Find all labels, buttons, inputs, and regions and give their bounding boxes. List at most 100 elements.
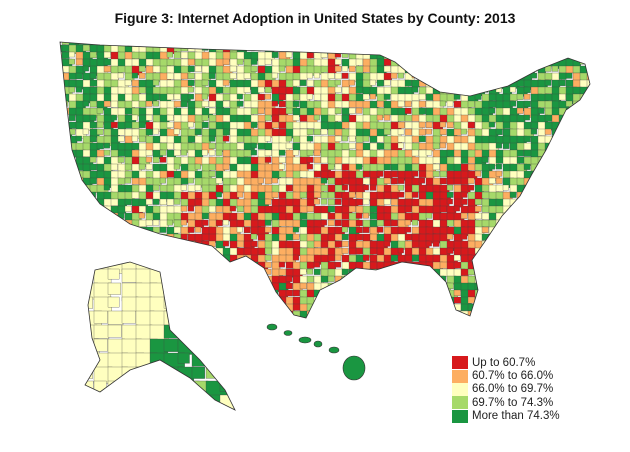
county-cell [103,72,113,81]
county-cell [278,177,288,186]
county-cell [502,303,511,311]
county-cell [222,317,234,318]
county-cell [341,212,350,220]
county-cell [355,296,366,306]
county-cell [68,170,75,177]
county-cell [572,261,581,269]
county-cell [348,282,359,292]
county-cell [138,163,146,170]
county-cell [348,317,356,318]
county-cell [201,247,209,254]
county-cell [537,100,546,108]
county-cell [495,177,503,184]
county-cell [117,254,126,262]
county-cell [271,58,281,67]
county-cell [194,303,206,314]
county-cell [68,72,77,80]
county-cell [341,51,349,58]
county-cell [502,261,513,271]
county-cell [145,247,157,258]
county-cell [572,170,584,181]
county-cell [369,310,377,317]
county-cell [594,136,601,143]
county-cell [117,149,126,157]
county-cell [537,51,546,59]
county-cell [271,44,279,52]
county-cell [516,65,526,74]
county-cell [502,296,511,304]
county-cell [586,135,590,146]
county-cell [61,170,71,180]
county-cell [131,233,141,242]
county-cell [572,310,581,318]
county-cell [320,212,329,220]
county-cell [131,135,139,142]
county-cell [334,310,342,317]
county-cell [320,317,329,318]
county-cell [205,296,221,311]
county-cell [586,100,590,108]
county-cell [208,254,216,262]
county-cell [107,408,122,410]
county-cell [390,42,402,48]
county-cell [446,163,455,171]
county-cell [446,184,454,191]
county-cell [264,149,272,157]
county-cell [236,205,244,213]
county-cell [173,268,182,276]
county-cell [187,268,198,278]
county-cell [355,42,363,44]
county-cell [313,310,322,318]
county-cell [60,79,63,87]
county-cell [257,44,265,51]
county-cell [60,317,63,318]
county-cell [152,233,162,243]
county-cell [327,317,338,318]
county-cell [544,282,553,290]
county-cell [516,212,526,221]
county-cell [530,275,538,282]
county-cell [299,240,308,248]
county-cell [390,282,399,290]
county-cell [572,212,580,219]
county-cell [453,205,460,212]
county-cell [292,79,300,87]
county-cell [509,219,517,226]
county-cell [82,219,92,228]
county-cell [432,289,440,296]
hawaii-island [298,336,312,344]
county-cell [327,275,335,282]
county-cell [75,282,84,290]
county-cell [138,86,147,94]
county-cell [68,86,76,93]
county-cell [376,289,386,298]
county-cell [292,100,300,107]
county-cell [96,121,104,128]
county-cell [320,42,331,47]
county-cell [110,247,118,255]
county-cell [523,240,535,251]
county-cell [334,100,343,108]
county-cell [327,296,336,305]
county-cell [523,58,531,65]
county-cell [180,72,188,80]
county-cell [390,72,398,79]
county-cell [481,219,490,227]
county-cell [474,72,485,82]
county-cell [537,275,546,283]
county-cell [60,282,63,290]
county-cell [124,233,134,242]
county-cell [418,65,427,73]
county-cell [341,303,353,314]
county-cell [271,317,279,318]
county-cell [579,303,590,313]
county-cell [191,324,213,344]
county-cell [495,289,505,299]
county-cell [145,58,154,66]
county-cell [509,93,518,101]
county-cell [355,65,364,74]
county-cell [229,42,238,46]
county-cell [411,317,421,318]
county-cell [509,72,516,79]
county-cell [523,114,530,121]
